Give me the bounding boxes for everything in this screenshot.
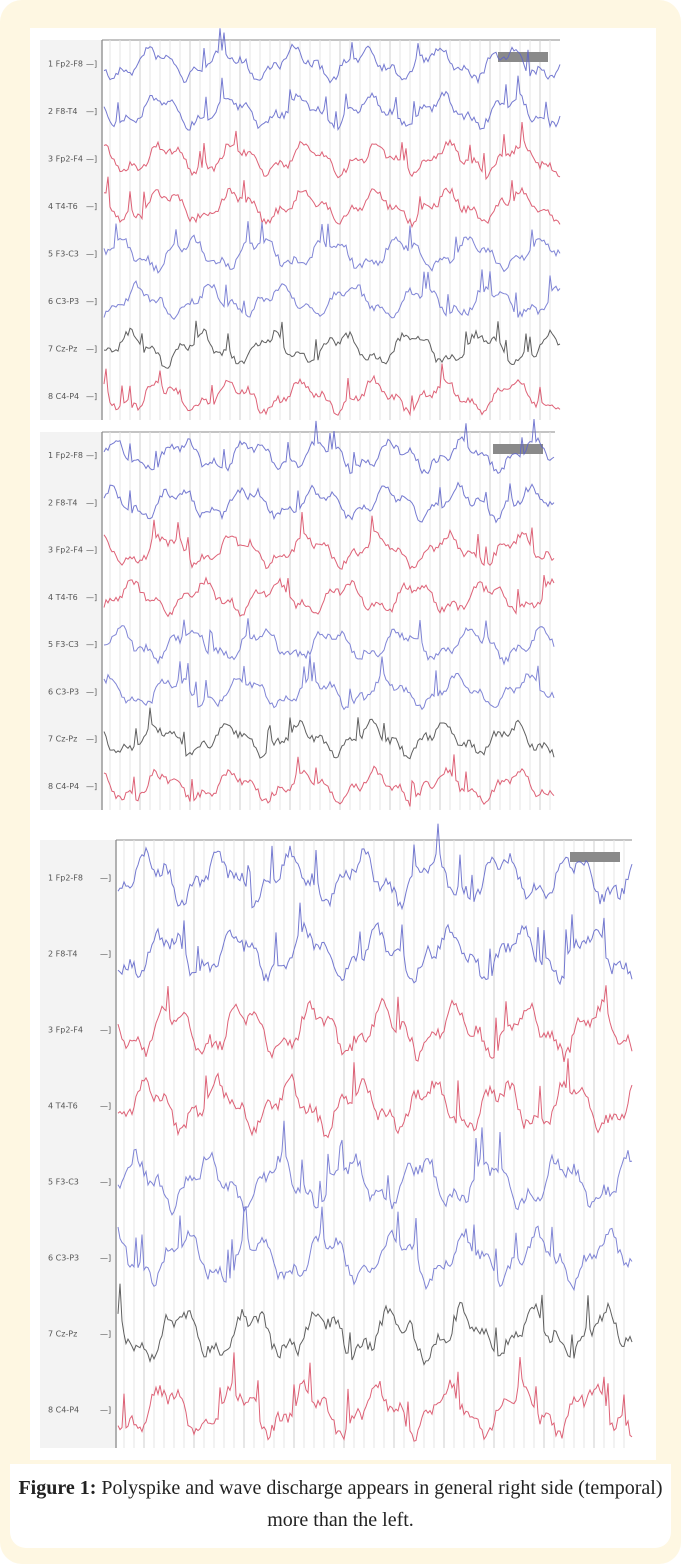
scale-mark: —] [86,392,97,401]
eeg-trace [118,985,632,1062]
channel-label: 4 T4-T6 [48,1102,78,1111]
channel-label: 5 F3-C3 [48,249,79,258]
channel-label: 1 Fp2-F8 [48,451,83,460]
scale-mark: —] [100,1102,111,1111]
eeg-trace [104,269,560,319]
eeg-trace [104,708,554,759]
scale-mark: —] [86,640,97,649]
label-column [40,432,102,810]
scale-mark: —] [86,297,97,306]
scale-mark: —] [86,154,97,163]
eeg-trace [104,221,560,273]
eeg-trace [104,122,560,179]
channel-label: 8 C4-P4 [48,392,79,401]
caption-label: Figure 1: [18,1477,96,1499]
scale-mark: —] [100,1026,111,1035]
channel-label: 2 F8-T4 [48,950,77,959]
eeg-trace [118,1352,632,1441]
eeg-trace [104,177,560,227]
channel-label: 7 Cz-Pz [48,1330,77,1339]
scale-mark: —] [86,546,97,555]
label-column [40,40,102,420]
channel-label: 5 F3-C3 [48,1178,79,1187]
scale-mark: —] [86,344,97,353]
montage-tag [493,444,543,454]
scale-mark: —] [100,1254,111,1263]
eeg-trace [104,76,560,130]
eeg-trace [118,824,632,909]
eeg-trace [118,1284,632,1365]
eeg-trace [118,1058,632,1137]
scale-mark: —] [86,593,97,602]
channel-label: 6 C3-P3 [48,1254,79,1263]
channel-label: 8 C4-P4 [48,1406,79,1415]
scale-mark: —] [86,498,97,507]
scale-mark: —] [100,1330,111,1339]
eeg-trace [104,618,554,664]
scale-mark: —] [86,451,97,460]
eeg-trace [118,1121,632,1215]
figure-caption: Figure 1: Polyspike and wave discharge a… [10,1464,671,1548]
scale-mark: —] [100,950,111,959]
channel-label: 2 F8-T4 [48,107,77,116]
scale-mark: —] [86,202,97,211]
eeg-trace [104,483,554,523]
eeg-trace [118,903,632,984]
eeg-trace [104,754,554,806]
scale-mark: —] [100,874,111,883]
channel-label: 4 T4-T6 [48,593,78,602]
channel-label: 2 F8-T4 [48,498,77,507]
scale-mark: —] [86,782,97,791]
channel-label: 6 C3-P3 [48,687,79,696]
scale-mark: —] [100,1178,111,1187]
channel-label: 7 Cz-Pz [48,344,77,353]
scale-mark: —] [86,107,97,116]
scale-mark: —] [100,1406,111,1415]
page: 1 Fp2-F8—]2 F8-T4—]3 Fp2-F4—]4 T4-T6—]5 … [0,0,681,1564]
eeg-trace [118,1207,632,1290]
channel-label: 7 Cz-Pz [48,735,77,744]
channel-label: 4 T4-T6 [48,202,78,211]
figure: 1 Fp2-F8—]2 F8-T4—]3 Fp2-F4—]4 T4-T6—]5 … [30,28,656,1460]
eeg-trace [104,321,560,369]
channel-label: 3 Fp2-F4 [48,546,83,555]
channel-label: 1 Fp2-F8 [48,874,83,883]
eeg-trace [104,419,554,473]
channel-label: 1 Fp2-F8 [48,59,83,68]
scale-mark: —] [86,59,97,68]
channel-label: 3 Fp2-F4 [48,1026,83,1035]
scale-mark: —] [86,735,97,744]
label-column [40,840,116,1448]
eeg-trace [104,28,560,82]
eeg-trace [104,512,554,569]
channel-label: 3 Fp2-F4 [48,154,83,163]
montage-tag [570,852,620,862]
channel-label: 5 F3-C3 [48,640,79,649]
eeg-trace [104,655,554,709]
eeg-trace [104,364,560,416]
channel-label: 8 C4-P4 [48,782,79,791]
scale-mark: —] [86,249,97,258]
caption-text: Polyspike and wave discharge appears in … [101,1477,662,1531]
eeg-trace [104,575,554,616]
channel-label: 6 C3-P3 [48,297,79,306]
scale-mark: —] [86,687,97,696]
eeg-figure: 1 Fp2-F8—]2 F8-T4—]3 Fp2-F4—]4 T4-T6—]5 … [30,28,656,1460]
